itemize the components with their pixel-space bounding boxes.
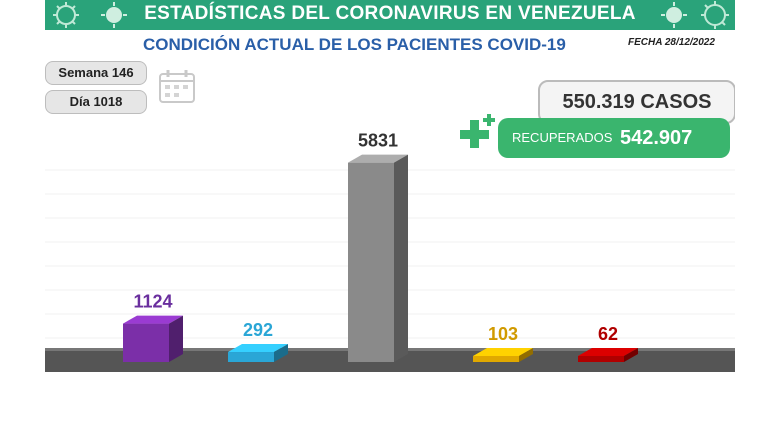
header-title: ESTADÍSTICAS DEL CORONAVIRUS EN VENEZUEL…: [144, 3, 636, 24]
bar-side: [519, 348, 533, 362]
infographic: ESTADÍSTICAS DEL CORONAVIRUS EN VENEZUEL…: [45, 0, 735, 445]
bar-front: [473, 356, 519, 362]
header-banner: ESTADÍSTICAS DEL CORONAVIRUS EN VENEZUEL…: [45, 0, 735, 30]
recovered-value: 542.907: [620, 127, 693, 149]
bar-value-label: 5831: [358, 131, 398, 151]
category-label: Insuficiencia Respiratoria Aguda Grave en …: [560, 381, 646, 427]
bar-top: [123, 315, 183, 324]
bar-value-label: 292: [243, 320, 273, 340]
bar-value-label: 62: [598, 324, 618, 344]
virus-icon: [661, 2, 687, 28]
bar: [578, 348, 638, 362]
bar-top: [228, 344, 288, 353]
date-label: FECHA 28/12/2022: [628, 37, 715, 48]
bar-side: [274, 344, 288, 362]
bar-value-label: 103: [488, 324, 518, 344]
chart-value-labels: 1124 292 5831 103 62: [133, 131, 618, 344]
virus-icon: [101, 2, 127, 28]
bar-top: [348, 154, 408, 163]
bar-top: [578, 348, 638, 356]
recovered-badge: RECUPERADOS 542.907: [498, 118, 730, 158]
calendar-icon: [159, 70, 195, 103]
bar-value-label: 1124: [133, 292, 172, 312]
chart-category-labels: Sin síntomas actualmente Insuficiencia Resp…: [121, 381, 646, 427]
virus-icon: [53, 2, 79, 28]
category-label: Sin síntomas actualmente: [121, 381, 176, 404]
bar-chart: 1124 292 5831 103 62 Sin síntomas actualmente…: [45, 131, 735, 427]
bar-side: [169, 315, 183, 362]
week-badge: Semana 146: [45, 61, 147, 85]
bar-side: [394, 154, 408, 362]
bar-top: [473, 348, 533, 356]
bar-side: [624, 348, 638, 362]
bar-front: [348, 162, 394, 362]
bar: [228, 344, 288, 362]
chart-bars: [123, 154, 638, 362]
bar-front: [578, 356, 624, 362]
bar-front: [123, 323, 169, 362]
category-label: Insuficiencia Respiratoria Aguda leve: [213, 381, 295, 415]
category-label: Insuficiencia Respiratoria Aguda Moderada: [458, 381, 540, 415]
subtitle: CONDICIÓN ACTUAL DE LOS PACIENTES COVID-…: [143, 35, 566, 54]
bar: [473, 348, 533, 362]
category-label: Fallecidos: [352, 381, 395, 392]
virus-icon: [701, 1, 729, 29]
plus-icon: [460, 114, 495, 148]
bar-front: [228, 352, 274, 362]
day-badge: Día 1018: [45, 90, 147, 114]
recovered-label: RECUPERADOS: [512, 130, 613, 145]
bar: [348, 154, 408, 362]
bar: [123, 315, 183, 362]
